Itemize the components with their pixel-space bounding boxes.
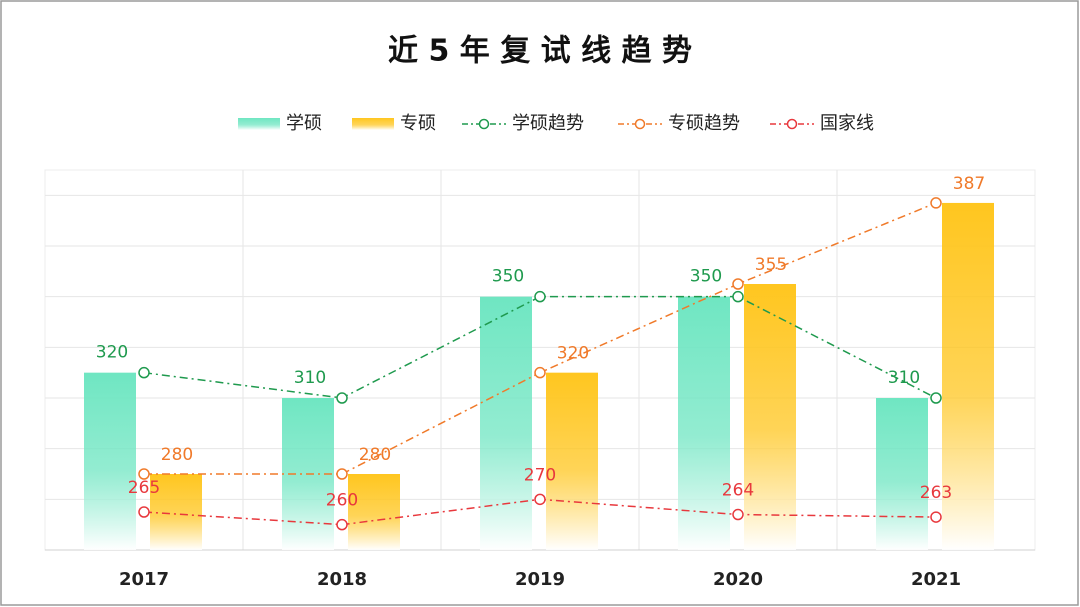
data-label: 270 (524, 465, 556, 485)
bar (546, 372, 598, 550)
legend-label: 国家线 (820, 113, 874, 134)
bar (678, 296, 730, 550)
line-marker (336, 518, 348, 531)
data-label: 265 (128, 478, 160, 498)
line-marker (930, 392, 942, 404)
data-label: 320 (96, 343, 128, 363)
legend-label: 专硕 (400, 113, 436, 134)
x-tick-label: 2020 (713, 569, 763, 590)
line-marker (930, 197, 942, 209)
legend-label: 专硕趋势 (668, 113, 740, 134)
bar (480, 296, 532, 550)
data-label: 264 (722, 481, 754, 501)
data-label: 355 (755, 255, 787, 275)
bar (876, 398, 928, 550)
bar (84, 372, 136, 550)
line-marker (138, 366, 150, 379)
line-marker (138, 468, 150, 480)
line-marker (534, 493, 546, 506)
legend-marker (634, 118, 646, 130)
line-marker (930, 511, 942, 523)
data-label: 260 (326, 491, 358, 511)
data-label: 320 (557, 344, 589, 364)
line-marker (336, 468, 348, 480)
trend-line (143, 295, 937, 399)
data-label: 280 (161, 445, 193, 465)
bar (744, 284, 796, 550)
line-marker (732, 278, 744, 290)
bar (348, 474, 400, 550)
x-tick-label: 2017 (119, 569, 169, 590)
bar (942, 202, 994, 550)
data-label: 350 (690, 267, 722, 287)
legend-swatch (352, 118, 394, 130)
line-marker (732, 508, 744, 521)
legend-marker (786, 118, 798, 130)
x-tick-label: 2019 (515, 569, 565, 590)
line-marker (534, 290, 546, 303)
line-marker (732, 290, 744, 303)
data-label: 350 (492, 267, 524, 287)
data-label: 387 (953, 174, 985, 194)
legend-label: 学硕 (286, 113, 322, 134)
legend-label: 学硕趋势 (512, 113, 584, 134)
data-label: 310 (294, 368, 326, 388)
line-marker (336, 392, 348, 404)
legend-marker (478, 118, 490, 130)
legend-swatch (238, 118, 280, 130)
data-label: 280 (359, 445, 391, 465)
line-marker (138, 506, 150, 518)
x-tick-label: 2018 (317, 569, 367, 590)
chart-title: 近 5 年 复 试 线 趋 势 (388, 34, 692, 69)
x-tick-label: 2021 (911, 569, 961, 590)
data-label: 310 (888, 368, 920, 388)
bar (150, 474, 202, 550)
data-label: 263 (920, 483, 952, 503)
line-marker (534, 366, 546, 379)
